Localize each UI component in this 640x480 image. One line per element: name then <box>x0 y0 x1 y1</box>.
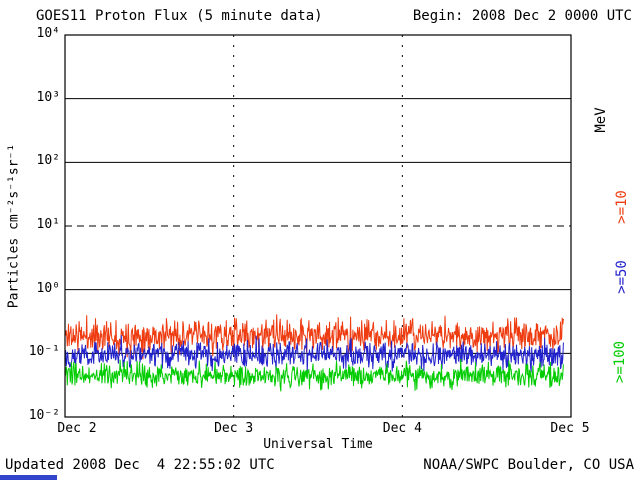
updated-timestamp: Updated 2008 Dec 4 22:55:02 UTC <box>5 457 275 473</box>
y-tick-label: 10⁻¹ <box>28 344 60 360</box>
y-tick-label: 10⁴ <box>36 26 60 41</box>
y-tick-label: 10¹ <box>36 217 60 232</box>
right-axis-label-100: >=100 <box>612 340 628 384</box>
credit-text: NOAA/SWPC Boulder, CO USA <box>423 457 634 473</box>
right-axis-label-MeV: MeV <box>593 107 609 133</box>
bottom-left-blue-artifact <box>0 475 57 480</box>
x-tick-label: Dec 4 <box>382 421 422 436</box>
right-axis-label-10: >=10 <box>614 190 630 224</box>
x-tick-label: Dec 5 <box>550 421 590 436</box>
y-tick-label: 10² <box>36 153 60 169</box>
series-ge50 <box>64 335 564 374</box>
y-tick-label: 10⁰ <box>36 280 60 296</box>
x-tick-label: Dec 2 <box>57 421 97 436</box>
right-axis-label-50: >=50 <box>614 260 630 294</box>
series-ge100 <box>64 358 564 392</box>
begin-timestamp: Begin: 2008 Dec 2 0000 UTC <box>412 8 632 24</box>
x-axis-label: Universal Time <box>263 437 373 452</box>
x-tick-label: Dec 3 <box>214 421 254 436</box>
plot-frame <box>64 34 572 418</box>
chart-title: GOES11 Proton Flux (5 minute data) <box>36 8 323 24</box>
y-tick-label: 10⁻² <box>28 408 60 423</box>
series-ge10 <box>64 314 564 360</box>
y-tick-label: 10³ <box>36 89 60 105</box>
